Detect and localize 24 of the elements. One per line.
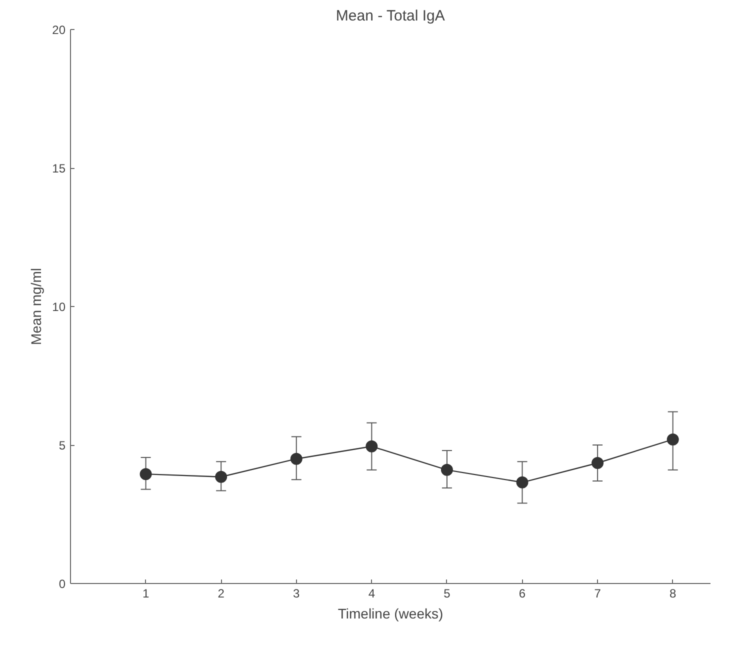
point	[440, 464, 453, 476]
x-tick-label: 1	[142, 586, 150, 600]
point	[666, 433, 679, 446]
point	[290, 452, 302, 465]
y-tick-label: 5	[58, 438, 66, 452]
y-tick-label: 0	[58, 577, 66, 591]
chart-title: Mean - Total IgA	[336, 8, 445, 24]
point	[516, 476, 528, 488]
point	[140, 468, 152, 480]
x-tick-label: 5	[444, 586, 451, 600]
point	[215, 470, 228, 483]
x-axis-title: Timeline (weeks)	[338, 606, 444, 622]
x-tick-label: 4	[368, 586, 376, 600]
x-tick-label: 6	[518, 586, 526, 600]
point	[366, 440, 378, 452]
x-tick-label: 7	[594, 586, 602, 600]
x-tick-label: 3	[293, 586, 300, 600]
point	[592, 457, 604, 469]
x-tick-label: 8	[670, 586, 677, 600]
y-tick-label: 10	[52, 300, 66, 314]
y-tick-label: 20	[52, 23, 66, 37]
y-axis-title: Mean mg/ml	[28, 268, 44, 346]
x-tick-label: 2	[218, 586, 225, 600]
y-tick-label: 15	[52, 162, 66, 176]
